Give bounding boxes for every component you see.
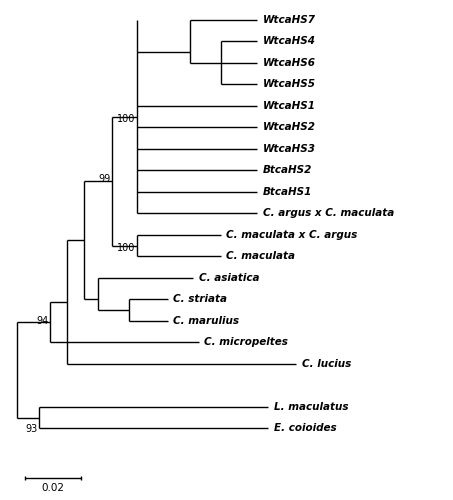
Text: C. maculata x C. argus: C. maculata x C. argus xyxy=(226,230,358,240)
Text: C. striata: C. striata xyxy=(173,294,227,304)
Text: 0.02: 0.02 xyxy=(42,483,65,493)
Text: C. asiatica: C. asiatica xyxy=(198,273,259,283)
Text: WtcaHS6: WtcaHS6 xyxy=(263,58,316,68)
Text: 93: 93 xyxy=(25,424,38,434)
Text: 99: 99 xyxy=(98,174,111,184)
Text: BtcaHS2: BtcaHS2 xyxy=(263,166,312,175)
Text: C. maculata: C. maculata xyxy=(226,252,295,262)
Text: WtcaHS2: WtcaHS2 xyxy=(263,122,316,132)
Text: BtcaHS1: BtcaHS1 xyxy=(263,187,312,197)
Text: C. micropeltes: C. micropeltes xyxy=(204,338,288,347)
Text: L. maculatus: L. maculatus xyxy=(274,402,348,412)
Text: C. lucius: C. lucius xyxy=(302,359,351,369)
Text: WtcaHS1: WtcaHS1 xyxy=(263,101,316,111)
Text: WtcaHS5: WtcaHS5 xyxy=(263,80,316,90)
Text: 100: 100 xyxy=(117,243,135,253)
Text: WtcaHS3: WtcaHS3 xyxy=(263,144,316,154)
Text: C. argus x C. maculata: C. argus x C. maculata xyxy=(263,208,394,218)
Text: E. coioides: E. coioides xyxy=(274,424,337,434)
Text: WtcaHS4: WtcaHS4 xyxy=(263,36,316,46)
Text: C. marulius: C. marulius xyxy=(173,316,239,326)
Text: WtcaHS7: WtcaHS7 xyxy=(263,15,316,25)
Text: 100: 100 xyxy=(117,114,135,124)
Text: 94: 94 xyxy=(37,316,49,326)
